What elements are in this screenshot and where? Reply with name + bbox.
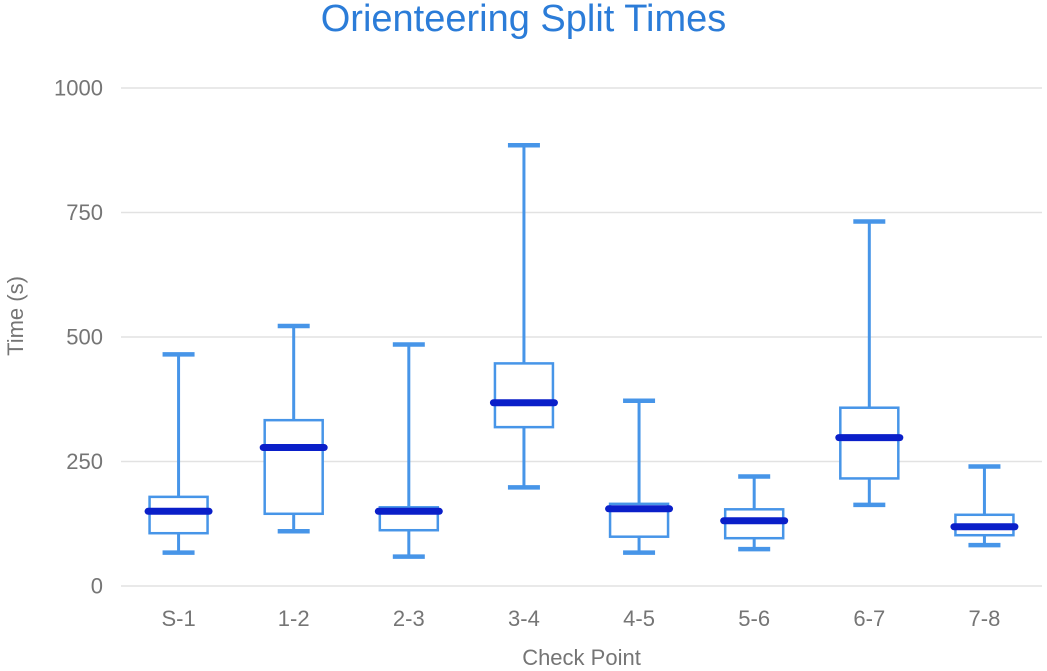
iqr-box bbox=[263, 418, 324, 516]
y-axis-title: Time (s) bbox=[3, 276, 28, 356]
x-tick-label-3-4: 3-4 bbox=[508, 606, 540, 631]
y-tick-label-0: 0 bbox=[91, 574, 103, 599]
boxplot-5-6 bbox=[720, 474, 789, 552]
y-tick-label-750: 750 bbox=[66, 200, 103, 225]
boxplot-S-1 bbox=[144, 352, 213, 555]
x-tick-label-S-1: S-1 bbox=[161, 606, 195, 631]
x-tick-label-7-8: 7-8 bbox=[969, 606, 1001, 631]
iqr-box bbox=[493, 362, 555, 429]
x-tick-label-4-5: 4-5 bbox=[623, 606, 655, 631]
boxplot-2-3 bbox=[374, 342, 443, 559]
boxplot-4-5 bbox=[605, 398, 674, 555]
y-tick-label-500: 500 bbox=[66, 325, 103, 350]
boxplot-6-7 bbox=[835, 219, 904, 508]
chart-title: Orienteering Split Times bbox=[320, 0, 727, 40]
boxplot-7-8 bbox=[950, 464, 1019, 548]
x-tick-label-6-7: 6-7 bbox=[853, 606, 885, 631]
x-axis-title: Check Point bbox=[522, 645, 641, 670]
y-tick-label-250: 250 bbox=[66, 449, 103, 474]
iqr-box bbox=[148, 495, 209, 535]
boxplot-3-4 bbox=[489, 143, 558, 490]
x-tick-label-1-2: 1-2 bbox=[278, 606, 310, 631]
iqr-box bbox=[839, 406, 900, 480]
boxplot-1-2 bbox=[259, 323, 328, 534]
x-tick-label-5-6: 5-6 bbox=[738, 606, 770, 631]
y-tick-label-1000: 1000 bbox=[54, 76, 103, 101]
x-tick-label-2-3: 2-3 bbox=[393, 606, 425, 631]
